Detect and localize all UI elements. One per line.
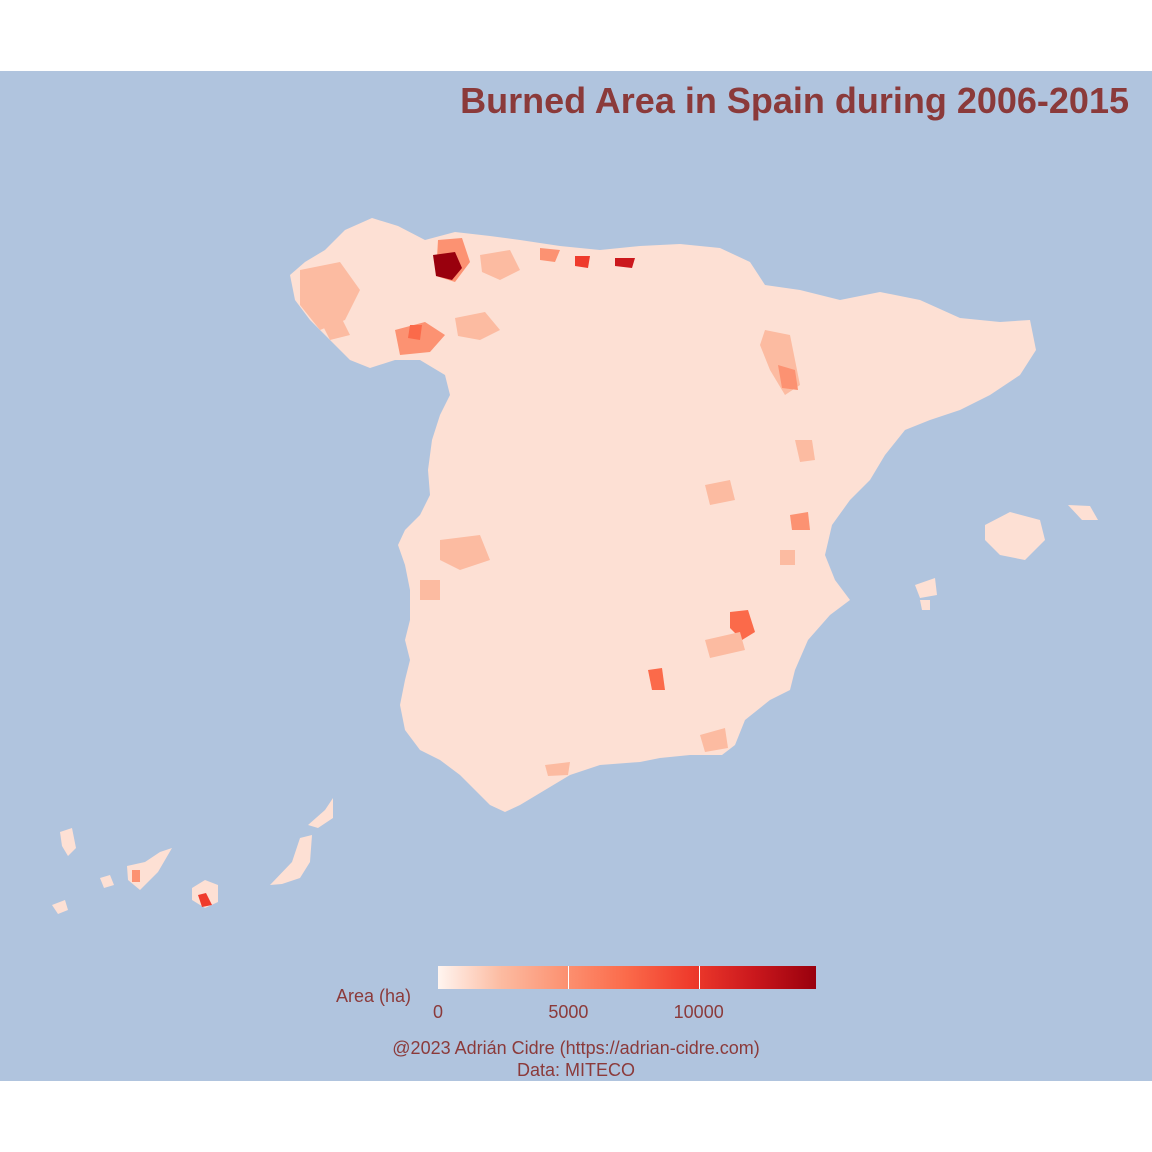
canary-islands bbox=[52, 798, 333, 914]
legend-tick-label: 10000 bbox=[673, 1002, 724, 1022]
peninsula-landmass bbox=[290, 218, 1036, 812]
balearic-islands bbox=[915, 505, 1098, 610]
legend-tick-mark bbox=[698, 966, 700, 989]
legend-tick-label: 5000 bbox=[548, 1002, 589, 1022]
caption: @2023 Adrián Cidre (https://adrian-cidre… bbox=[0, 1037, 1152, 1081]
legend-colorbar bbox=[438, 966, 816, 989]
caption-credit: @2023 Adrián Cidre (https://adrian-cidre… bbox=[392, 1038, 760, 1058]
map-title: Burned Area in Spain during 2006-2015 bbox=[460, 80, 1129, 121]
caption-source: Data: MITECO bbox=[516, 1060, 636, 1080]
legend-title: Area (ha) bbox=[336, 986, 412, 1006]
northwest-fire-patches bbox=[300, 238, 635, 355]
legend-tick-label: 0 bbox=[432, 1002, 444, 1022]
inland-fire-patches bbox=[420, 330, 815, 776]
legend-gradient bbox=[438, 966, 816, 989]
legend-tick-mark bbox=[568, 966, 570, 989]
